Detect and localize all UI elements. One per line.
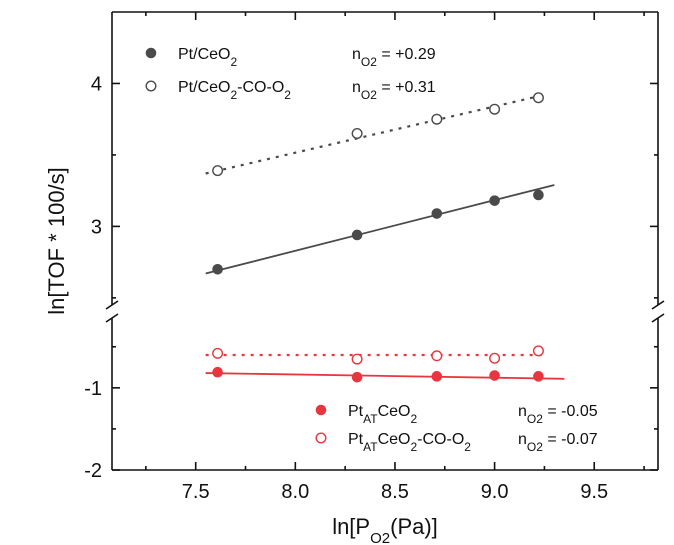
data-point-series-4 [532,345,544,357]
data-points [212,92,544,383]
x-tick-label: 9.0 [481,481,509,503]
data-point-series-3 [489,370,500,381]
legend-entry-series-4-part: 2 [464,440,471,454]
x-tick-label: 9.5 [580,481,608,503]
reaction-order-series-1-part: n [352,46,361,63]
data-point-series-1 [212,263,223,275]
fit-lines [205,93,565,380]
axis-ticks: 7.5 8.0 8.5 9.0 9.5 3 4 -2 -1 [84,12,658,503]
x-axis-label: ln[PO2(Pa)] [332,514,438,545]
legend-entry-series-4-part: 2 [410,440,417,454]
fit-line-series-2 [205,93,545,175]
data-point-series-3 [212,366,223,378]
data-point-series-3 [431,371,443,382]
data-point-series-2 [532,92,544,104]
legend-entry-series-3-part: 2 [410,412,417,426]
data-point-series-2 [431,113,443,125]
reaction-order-series-4: nO2 = -0.07 [518,431,598,454]
legend-entry-series-3-part: Pt [348,403,364,420]
legend-entry-series-2: Pt/CeO2-CO-O2 [178,79,291,102]
axis-labels: ln[PO2(Pa)] ln[TOF * 100/s] [44,167,438,545]
data-point-series-1 [533,189,544,201]
reaction-order-series-2-part: = +0.31 [377,79,436,96]
reaction-order-series-4-part: n [518,431,527,448]
reaction-order-series-3-part: n [518,403,527,420]
data-point-series-2 [489,103,501,115]
plot-frame [105,11,665,471]
reaction-order-series-2-part: n [352,79,361,96]
left-break-mark [105,300,119,310]
y-tick-label: 4 [91,73,102,95]
data-point-series-4 [489,352,501,364]
legend-entry-series-1-part: 2 [230,55,237,69]
legend-entry-series-1-part: Pt/CeO [178,46,230,63]
reaction-order-series-4-part: = -0.07 [543,431,598,448]
legend-marker-series-2 [145,80,157,92]
data-point-series-3 [351,371,363,383]
legend-entry-series-4: PtATCeO2-CO-O2 [348,431,471,454]
legend-entry-series-3: PtATCeO2 [348,403,417,426]
reaction-order-series-3-part: O2 [527,412,543,426]
x-tick-label: 7.5 [182,481,210,503]
right-break-mark [651,313,665,323]
data-point-series-2 [351,127,363,139]
data-point-series-2 [212,165,224,177]
data-point-series-1 [489,195,500,206]
reaction-order-series-2: nO2 = +0.31 [352,79,436,102]
x-axis-label-part: O2 [370,530,390,545]
x-tick-label: 8.5 [381,481,409,503]
left-break-mark [105,313,119,323]
x-axis-label-part: ln[P [332,514,370,539]
reaction-order-series-4-part: O2 [527,440,543,454]
y-tick-label: 3 [91,216,102,238]
legend-entry-series-2-part: 2 [284,88,291,102]
legend-marker-series-1 [145,47,157,59]
legend-entry-series-4-part: Pt [348,431,364,448]
x-axis-label-part: (Pa)] [390,514,438,539]
y-tick-label: -2 [84,460,102,482]
legend-entry-series-4-part: CeO [378,431,411,448]
reaction-order-series-3: nO2 = -0.05 [518,403,598,426]
data-point-series-4 [431,350,443,362]
legend-entry-series-3-part: CeO [378,403,411,420]
legend-marker-series-4 [315,432,327,444]
data-point-series-4 [351,353,363,365]
reaction-order-series-1-part: O2 [361,55,377,69]
legend-entry-series-3-part: AT [363,412,378,426]
data-point-series-1 [431,208,443,219]
data-point-series-1 [351,229,363,241]
legend-entry-series-2-part: Pt/CeO [178,79,230,96]
legend-entry-series-2-part: 2 [230,88,237,102]
legend-entry-series-1: Pt/CeO2 [178,46,237,69]
legend-entry-series-2-part: -CO-O [237,79,284,96]
reaction-order-series-1: nO2 = +0.29 [352,46,436,69]
x-tick-label: 8.0 [281,481,309,503]
legend-entry-series-4-part: AT [363,440,378,454]
reaction-order-series-3-part: = -0.05 [543,403,598,420]
legend-marker-series-3 [315,404,327,416]
data-point-series-4 [212,347,224,359]
fit-line-series-3 [205,372,565,380]
y-axis-label: ln[TOF * 100/s] [44,167,69,315]
y-tick-label: -1 [84,378,102,400]
right-break-mark [651,300,665,310]
fit-line-series-1 [205,184,555,275]
legend-entry-series-4-part: -CO-O [417,431,464,448]
reaction-order-series-1-part: = +0.29 [377,46,436,63]
reaction-order-series-2-part: O2 [361,88,377,102]
data-point-series-3 [533,371,544,382]
